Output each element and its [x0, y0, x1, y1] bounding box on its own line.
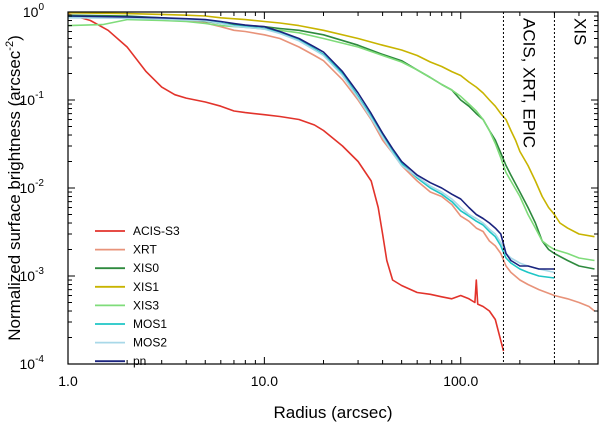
y-tick-label: 10-3	[20, 266, 45, 284]
y-axis-title-main: Normalized surface brightness (arcsec	[5, 50, 24, 341]
vline-layer: ACIS, XRT, EPIC XIS	[502, 12, 589, 364]
series-line-xis1	[68, 12, 595, 238]
y-tick-label: 10-2	[20, 178, 45, 196]
legend-label-mos1: MOS1	[133, 317, 167, 331]
y-tick-base: 10	[20, 180, 36, 196]
legend-label-xrt: XRT	[133, 243, 157, 257]
x-tick-label: 100.0	[443, 373, 478, 389]
y-tick-exponent: -4	[35, 354, 44, 365]
x-axis-title: Radius (arcsec)	[273, 403, 392, 422]
legend-label-mos2: MOS2	[133, 336, 167, 350]
legend-label-xis0: XIS0	[133, 261, 159, 275]
y-tick-base: 10	[20, 356, 36, 372]
y-tick-exponent: -2	[35, 178, 44, 189]
y-axis-title-exponent: -2	[4, 41, 16, 51]
series-line-mos1	[68, 16, 555, 279]
y-tick-base: 10	[20, 92, 36, 108]
vline-label-2: XIS	[570, 18, 589, 45]
legend: ACIS-S3 XRT XIS0 XIS1 XIS3 MOS1 MOS2 pn	[95, 224, 180, 368]
y-tick-label: 10-4	[20, 354, 45, 372]
y-tick-exponent: -3	[35, 266, 44, 277]
vline-label-1: ACIS, XRT, EPIC	[519, 18, 538, 148]
x-tick-label: 1.0	[58, 373, 78, 389]
legend-label-pn: pn	[133, 354, 146, 368]
y-tick-label: 100	[23, 2, 45, 20]
series-line-mos2	[68, 17, 555, 274]
y-tick-label: 10-1	[20, 90, 45, 108]
series-line-pn	[68, 15, 555, 270]
y-tick-base: 10	[23, 4, 39, 20]
legend-label-xis3: XIS3	[133, 298, 159, 312]
series-line-xis3	[68, 18, 595, 262]
series-line-xrt	[68, 15, 596, 312]
legend-label-acis-s3: ACIS-S3	[133, 224, 180, 238]
y-tick-exponent: 0	[38, 2, 44, 13]
y-axis-title: Normalized surface brightness (arcsec-2)	[4, 35, 24, 341]
y-tick-exponent: -1	[35, 90, 44, 101]
y-tick-base: 10	[20, 268, 36, 284]
series-line-acis-s3	[68, 13, 505, 352]
series-layer	[68, 12, 596, 352]
y-axis-title-close: )	[5, 35, 24, 41]
x-tick-label: 10.0	[251, 373, 278, 389]
legend-label-xis1: XIS1	[133, 280, 159, 294]
